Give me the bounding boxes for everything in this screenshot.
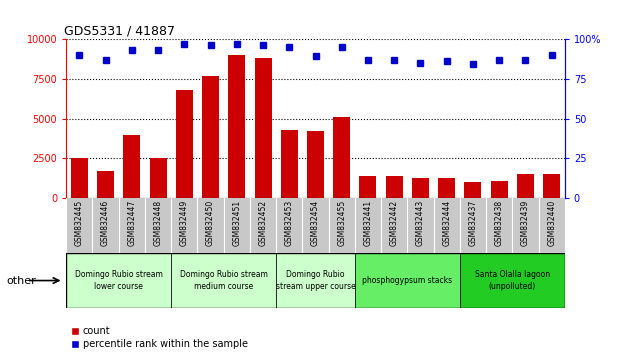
Text: phosphogypsum stacks: phosphogypsum stacks [362,276,452,285]
Bar [464,182,481,198]
Text: GSM832441: GSM832441 [363,200,372,246]
Text: GSM832447: GSM832447 [127,200,136,246]
Bar [202,76,219,198]
Bar [438,178,455,198]
Text: GSM832446: GSM832446 [101,200,110,246]
Text: Domingo Rubio stream
lower course: Domingo Rubio stream lower course [75,270,163,291]
Text: GSM832448: GSM832448 [153,200,163,246]
Bar [228,55,245,198]
Bar [333,117,350,198]
Bar [254,58,271,198]
Bar [543,175,560,198]
Text: Domingo Rubio stream
medium course: Domingo Rubio stream medium course [180,270,268,291]
Text: GSM832455: GSM832455 [337,200,346,246]
Bar [412,178,429,198]
Bar [276,253,355,308]
Text: GSM832437: GSM832437 [468,200,478,246]
Bar [360,176,377,198]
Text: GSM832453: GSM832453 [285,200,294,246]
Bar [71,159,88,198]
Text: GSM832440: GSM832440 [547,200,556,246]
Text: GDS5331 / 41887: GDS5331 / 41887 [64,25,175,38]
Bar [491,181,508,198]
Bar [171,253,276,308]
Bar [66,253,171,308]
Text: GSM832444: GSM832444 [442,200,451,246]
Text: Domingo Rubio
stream upper course: Domingo Rubio stream upper course [276,270,355,291]
Text: other: other [6,275,36,286]
Bar [97,171,114,198]
Text: GSM832450: GSM832450 [206,200,215,246]
Bar [176,90,193,198]
Text: Santa Olalla lagoon
(unpolluted): Santa Olalla lagoon (unpolluted) [475,270,550,291]
Text: GSM832449: GSM832449 [180,200,189,246]
Text: GSM832442: GSM832442 [390,200,399,246]
Text: GSM832452: GSM832452 [259,200,268,246]
Bar [517,175,534,198]
Bar [355,253,460,308]
Text: GSM832454: GSM832454 [311,200,320,246]
Text: GSM832438: GSM832438 [495,200,504,246]
Text: GSM832451: GSM832451 [232,200,241,246]
Legend: count, percentile rank within the sample: count, percentile rank within the sample [71,326,248,349]
Bar [123,135,140,198]
Bar [307,131,324,198]
Text: GSM832443: GSM832443 [416,200,425,246]
Bar [150,159,167,198]
Bar [281,130,298,198]
Text: GSM832445: GSM832445 [75,200,84,246]
Bar [460,253,565,308]
Bar [386,176,403,198]
Text: GSM832439: GSM832439 [521,200,530,246]
